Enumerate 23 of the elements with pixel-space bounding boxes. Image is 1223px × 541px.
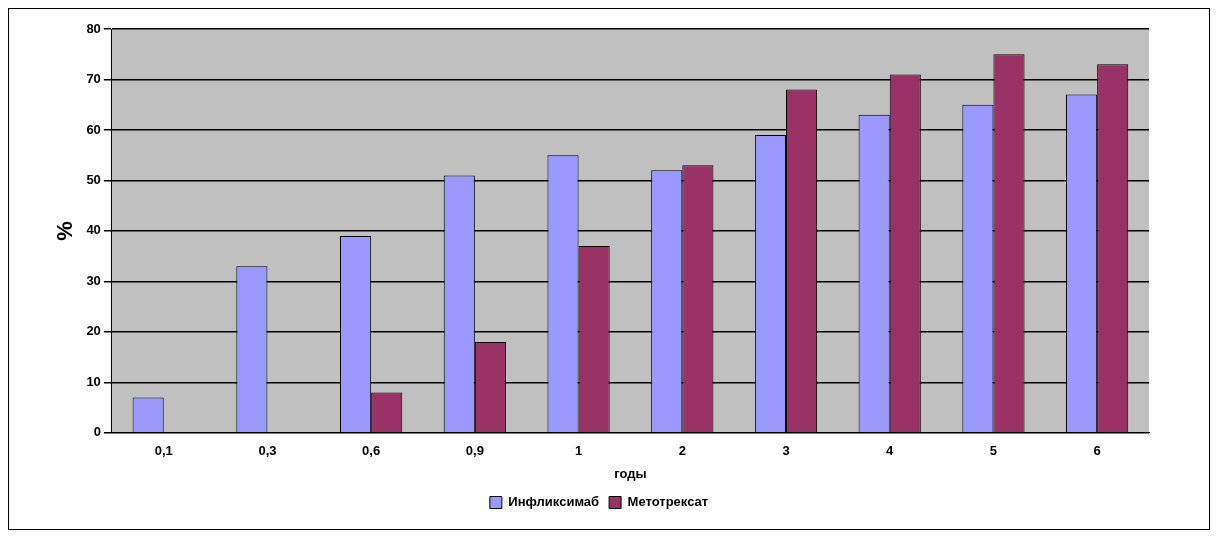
- y-tick-label: 60: [86, 121, 101, 137]
- x-tick-label: 3: [782, 443, 790, 459]
- x-axis-title: годы: [614, 465, 647, 481]
- y-tick-label: 40: [86, 222, 101, 238]
- y-tick-label: 30: [86, 272, 101, 288]
- x-tick-label: 1: [574, 443, 583, 459]
- y-tick-label: 50: [86, 172, 101, 187]
- legend-label: Инфликсимаб: [508, 494, 600, 510]
- y-tick-label: 20: [86, 323, 101, 339]
- x-tick-label: 6: [1093, 443, 1101, 459]
- x-tick-label: 2: [678, 443, 686, 459]
- x-tick-label: 0,3: [258, 443, 277, 459]
- x-tick-label: 5: [989, 443, 998, 459]
- x-tick-label: 0,6: [362, 443, 381, 459]
- x-tick-label: 0,1: [154, 443, 173, 459]
- y-tick-label: 0: [93, 424, 101, 440]
- y-tick-label: 70: [86, 71, 101, 87]
- y-tick-label: 10: [86, 373, 101, 389]
- y-axis-title: %: [52, 221, 78, 241]
- legend-label: Метотрексат: [627, 494, 709, 510]
- x-tick-label: 0,9: [465, 443, 484, 459]
- y-tick-label: 80: [86, 20, 101, 36]
- x-tick-label: 4: [886, 443, 895, 459]
